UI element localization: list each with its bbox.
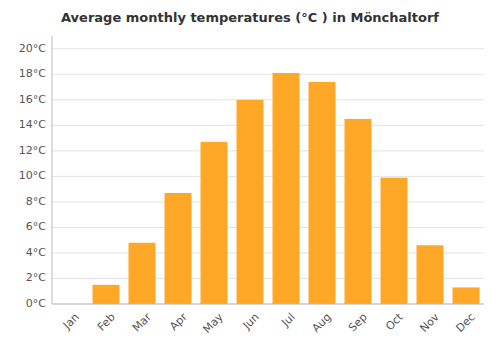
y-grid	[52, 49, 484, 304]
y-tick-label: 10°C	[19, 169, 46, 182]
y-tick-label: 6°C	[26, 220, 46, 233]
grid-line	[52, 176, 484, 177]
y-tick-label: 18°C	[19, 67, 46, 80]
x-axis-line	[52, 304, 484, 305]
chart-svg: Average monthly temperatures (°C ) in Mö…	[0, 0, 500, 350]
chart-container: Average monthly temperatures (°C ) in Mö…	[0, 0, 500, 350]
grid-line	[52, 99, 484, 100]
grid-line	[52, 74, 484, 75]
bar	[129, 243, 156, 304]
bar	[201, 142, 228, 304]
bar	[417, 245, 444, 304]
title: Average monthly temperatures (°C ) in Mö…	[61, 10, 439, 25]
grid-line	[52, 125, 484, 126]
y-axis-line	[52, 36, 53, 304]
x-tick-label: Mar	[130, 310, 154, 334]
y-tick-label: 14°C	[19, 118, 46, 131]
y-tick-label: 0°C	[26, 297, 46, 310]
y-tick-label: 16°C	[19, 93, 46, 106]
grid-line	[52, 227, 484, 228]
y-axis: 0°C 2°C 4°C 6°C 8°C 10°C 12°C 14°C 16°C 18°C 20°C	[19, 42, 46, 310]
x-tick-label: Oct	[383, 310, 406, 333]
y-tick-label: 8°C	[26, 195, 46, 208]
grid-line	[52, 48, 484, 49]
bar	[345, 119, 372, 304]
y-tick-label: 12°C	[19, 144, 46, 157]
grid-line	[52, 201, 484, 202]
x-tick-label: Sep	[346, 311, 370, 335]
x-tick-label: Jan	[60, 311, 82, 333]
y-tick-label: 2°C	[26, 271, 46, 284]
bar	[237, 100, 264, 304]
x-tick-label: Feb	[95, 311, 118, 334]
x-axis: Jan Feb Mar Apr May Jun Jul Aug Sep Oct Nov Dec	[60, 310, 478, 336]
x-tick-label: Apr	[167, 310, 190, 333]
bar	[453, 287, 480, 304]
bar	[309, 82, 336, 304]
y-tick-label: 20°C	[19, 42, 46, 55]
x-tick-label: Aug	[309, 311, 333, 335]
x-tick-label: Dec	[454, 311, 478, 335]
grid-line	[52, 150, 484, 151]
bar	[381, 178, 408, 304]
x-tick-label: Jul	[278, 311, 297, 330]
grid-line	[52, 304, 484, 305]
bar	[273, 73, 300, 304]
bar	[93, 285, 120, 304]
axis-lines	[52, 36, 484, 304]
page: {"chart_data": {"type": "bar", "title": …	[0, 0, 500, 350]
bar	[165, 193, 192, 304]
x-tick-label: May	[200, 310, 226, 336]
y-tick-label: 4°C	[26, 246, 46, 259]
x-tick-label: Jun	[240, 311, 262, 333]
x-tick-label: Nov	[417, 310, 442, 335]
bars	[93, 73, 480, 304]
